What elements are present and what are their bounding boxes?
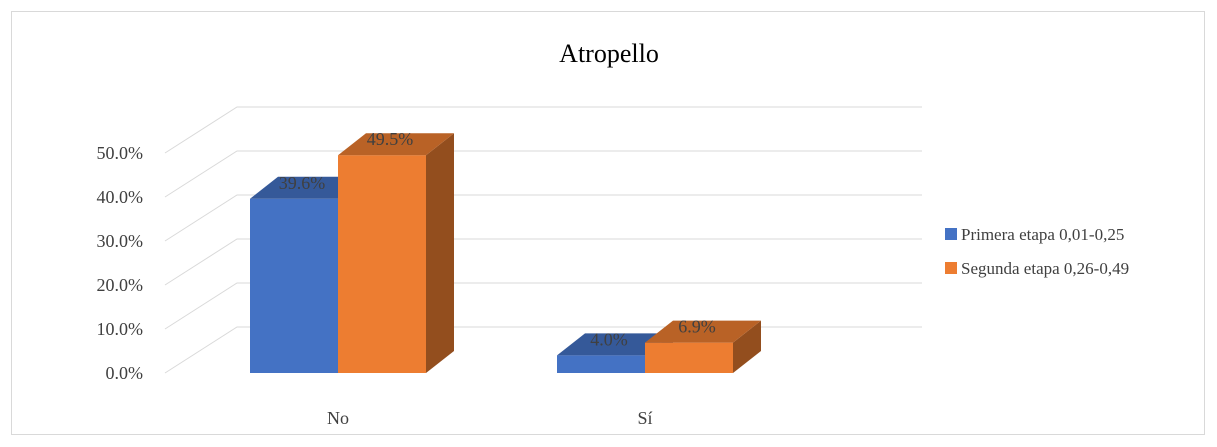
gridline bbox=[164, 238, 922, 286]
data-label: 49.5% bbox=[367, 129, 414, 149]
legend-label: Segunda etapa 0,26-0,49 bbox=[961, 259, 1129, 278]
bar-front bbox=[645, 342, 733, 373]
bars bbox=[250, 133, 761, 373]
gridline bbox=[164, 282, 922, 330]
bar-side bbox=[733, 320, 761, 373]
x-tick-label: Sí bbox=[637, 408, 652, 428]
bar bbox=[645, 320, 761, 373]
data-label: 4.0% bbox=[590, 329, 628, 349]
y-tick-label: 10.0% bbox=[97, 319, 144, 339]
y-tick-label: 20.0% bbox=[97, 275, 144, 295]
legend-swatch bbox=[945, 228, 957, 240]
data-label: 6.9% bbox=[678, 317, 716, 337]
bar-top bbox=[557, 333, 673, 356]
y-tick-label: 40.0% bbox=[97, 187, 144, 207]
bar-top bbox=[645, 320, 761, 343]
gridline bbox=[164, 106, 922, 154]
legend-label: Primera etapa 0,01-0,25 bbox=[961, 225, 1124, 244]
data-label: 39.6% bbox=[279, 173, 326, 193]
bar-top bbox=[338, 133, 454, 156]
bar-front bbox=[557, 355, 645, 373]
gridline bbox=[164, 194, 922, 242]
data-labels: 39.6% 49.5% 4.0% 6.9% bbox=[279, 129, 716, 349]
chart-title: Atropello bbox=[559, 39, 659, 68]
y-tick-label: 30.0% bbox=[97, 231, 144, 251]
bar-front bbox=[338, 155, 426, 373]
gridline bbox=[164, 150, 922, 198]
bar-front bbox=[250, 198, 338, 373]
bar-side bbox=[426, 133, 454, 373]
legend: Primera etapa 0,01-0,25 Segunda etapa 0,2… bbox=[945, 225, 1129, 278]
bar-top bbox=[250, 176, 366, 199]
bar bbox=[338, 133, 454, 373]
legend-swatch bbox=[945, 262, 957, 274]
y-tick-label: 50.0% bbox=[97, 143, 144, 163]
x-axis: No Sí bbox=[327, 408, 653, 428]
y-tick-label: 0.0% bbox=[106, 363, 144, 383]
y-axis: 0.0% 10.0% 20.0% 30.0% 40.0% 50.0% bbox=[97, 143, 144, 383]
x-tick-label: No bbox=[327, 408, 349, 428]
